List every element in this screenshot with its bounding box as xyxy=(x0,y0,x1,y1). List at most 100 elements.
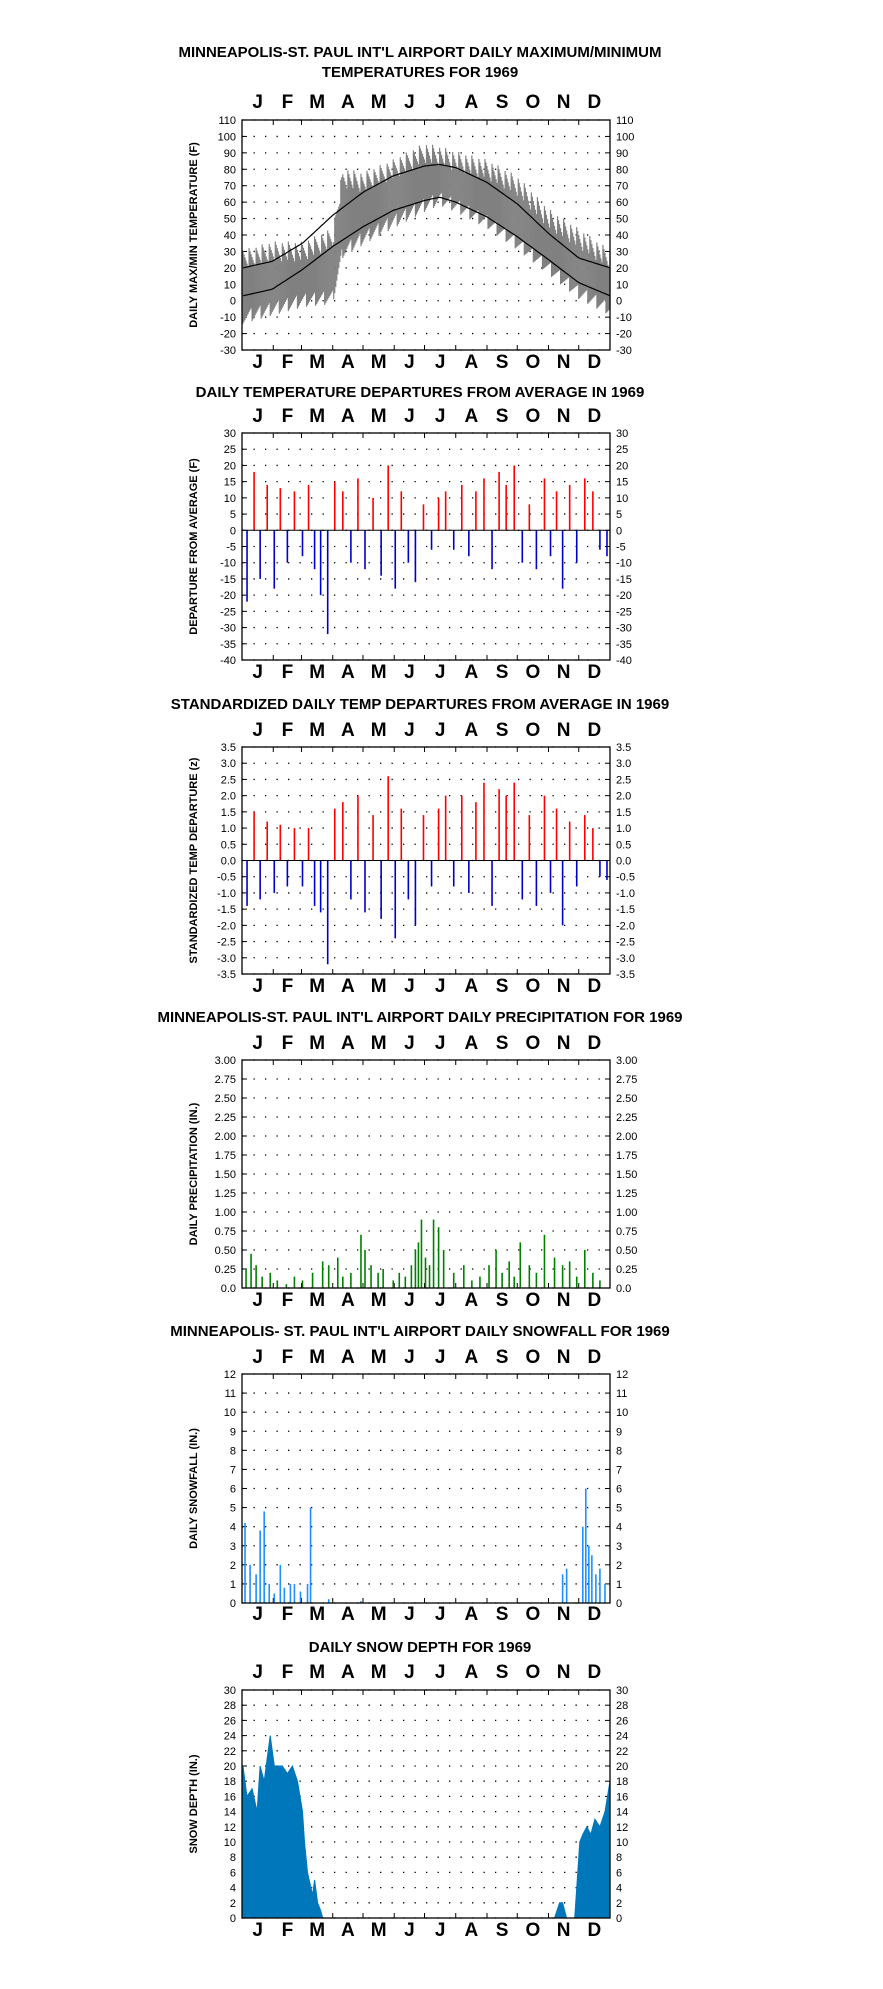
data-bar xyxy=(307,828,310,861)
data-bar xyxy=(430,530,433,550)
data-bar xyxy=(430,860,433,887)
data-bar xyxy=(311,1272,314,1288)
ytick-label-left: 110 xyxy=(218,115,236,127)
data-bar xyxy=(475,491,477,531)
data-bar xyxy=(432,1219,435,1288)
month-label: J xyxy=(435,1290,446,1311)
data-bar xyxy=(357,795,359,861)
data-bar xyxy=(259,1530,261,1603)
month-label: M xyxy=(309,1662,325,1683)
ytick-label-right: 6 xyxy=(616,1484,622,1496)
data-bar xyxy=(606,530,608,557)
data-bar xyxy=(360,1234,362,1288)
ytick-label-right: 2.0 xyxy=(616,791,631,803)
chart-title: MINNEAPOLIS-ST. PAUL INT'L AIRPORT DAILY… xyxy=(178,44,661,61)
month-label: M xyxy=(371,1347,387,1368)
ytick-label-right: -2.0 xyxy=(616,920,635,932)
ytick-label-right: 10 xyxy=(616,493,628,505)
month-label: J xyxy=(435,1033,446,1054)
y-axis-label: DAILY SNOWFALL (IN.) xyxy=(188,1428,200,1549)
month-label: M xyxy=(371,1290,387,1311)
chart-title: TEMPERATURES FOR 1969 xyxy=(322,64,518,81)
ytick-label-right: 70 xyxy=(616,181,628,193)
ytick-label-right: 12 xyxy=(616,1822,628,1834)
data-bar xyxy=(286,860,289,887)
ytick-label-right: 5 xyxy=(616,509,622,521)
data-bar xyxy=(479,1276,481,1288)
ytick-label-left: 1.00 xyxy=(215,1207,236,1219)
month-label: O xyxy=(525,1920,540,1941)
ytick-label-right: 0.0 xyxy=(616,856,631,868)
data-bar xyxy=(543,1234,546,1288)
data-bar xyxy=(561,1265,564,1288)
ytick-label-left: 0 xyxy=(230,525,236,537)
month-label: J xyxy=(404,720,415,741)
month-label: F xyxy=(282,720,294,741)
month-label: N xyxy=(557,720,571,741)
data-bar xyxy=(575,860,578,887)
ytick-label-right: 3.5 xyxy=(616,742,631,754)
month-label: M xyxy=(309,1290,325,1311)
ytick-label-left: -2.0 xyxy=(217,920,236,932)
ytick-label-left: -10 xyxy=(220,558,236,570)
ytick-label-left: 80 xyxy=(224,164,236,176)
data-bar xyxy=(581,1526,584,1603)
ytick-label-left: 60 xyxy=(224,197,236,209)
data-bar xyxy=(301,1280,304,1288)
ytick-label-right: -35 xyxy=(616,639,632,651)
ytick-label-right: -5 xyxy=(616,542,626,554)
ytick-label-left: 8 xyxy=(230,1445,236,1457)
data-bar xyxy=(273,1593,276,1603)
month-label: J xyxy=(252,720,263,741)
ytick-label-right: 3 xyxy=(616,1541,622,1553)
ytick-label-left: 26 xyxy=(224,1715,236,1727)
chart-panel-5: MINNEAPOLIS- ST. PAUL INT'L AIRPORT DAIL… xyxy=(170,1323,669,1625)
data-bar xyxy=(583,478,586,531)
month-label: F xyxy=(282,1920,294,1941)
month-label: M xyxy=(309,1604,325,1625)
data-bar xyxy=(452,860,455,887)
month-label: A xyxy=(465,352,479,373)
ytick-label-left: 1 xyxy=(230,1579,236,1591)
ytick-label-right: -3.0 xyxy=(616,953,635,965)
data-bar xyxy=(422,815,425,861)
data-bar xyxy=(555,808,558,861)
ytick-label-right: 50 xyxy=(616,214,628,226)
data-bar xyxy=(398,1272,401,1288)
month-label: A xyxy=(465,1920,479,1941)
data-bar xyxy=(543,478,546,531)
data-bar xyxy=(444,491,447,531)
ytick-label-right: -20 xyxy=(616,329,632,341)
ytick-label-right: 60 xyxy=(616,197,628,209)
data-bar xyxy=(259,530,261,579)
ytick-label-left: -40 xyxy=(220,655,236,667)
month-label: A xyxy=(341,720,355,741)
month-label: A xyxy=(341,976,355,997)
month-label: J xyxy=(435,1920,446,1941)
ytick-label-right: 16 xyxy=(616,1791,628,1803)
data-bar xyxy=(444,795,447,861)
month-label: M xyxy=(371,720,387,741)
data-bar xyxy=(279,824,282,861)
ytick-label-left: 0 xyxy=(230,1598,236,1610)
ytick-label-right: 2.5 xyxy=(616,774,631,786)
data-bar xyxy=(483,478,485,531)
data-bar xyxy=(575,530,578,563)
ytick-label-right: 1.00 xyxy=(616,1207,637,1219)
data-bar xyxy=(488,1265,490,1288)
data-bar xyxy=(307,484,310,531)
month-label: O xyxy=(525,720,540,741)
ytick-label-right: 0.75 xyxy=(616,1226,637,1238)
month-label: M xyxy=(309,976,325,997)
ytick-label-left: 2 xyxy=(230,1898,236,1910)
month-label: J xyxy=(404,406,415,427)
month-label: A xyxy=(465,92,479,113)
ytick-label-right: 0 xyxy=(616,1598,622,1610)
ytick-label-right: 3.0 xyxy=(616,758,631,770)
ytick-label-right: 28 xyxy=(616,1700,628,1712)
ytick-label-left: 1.75 xyxy=(215,1150,236,1162)
data-bar xyxy=(437,808,440,861)
month-label: A xyxy=(465,1033,479,1054)
month-label: J xyxy=(404,1920,415,1941)
data-bar xyxy=(293,1276,296,1288)
